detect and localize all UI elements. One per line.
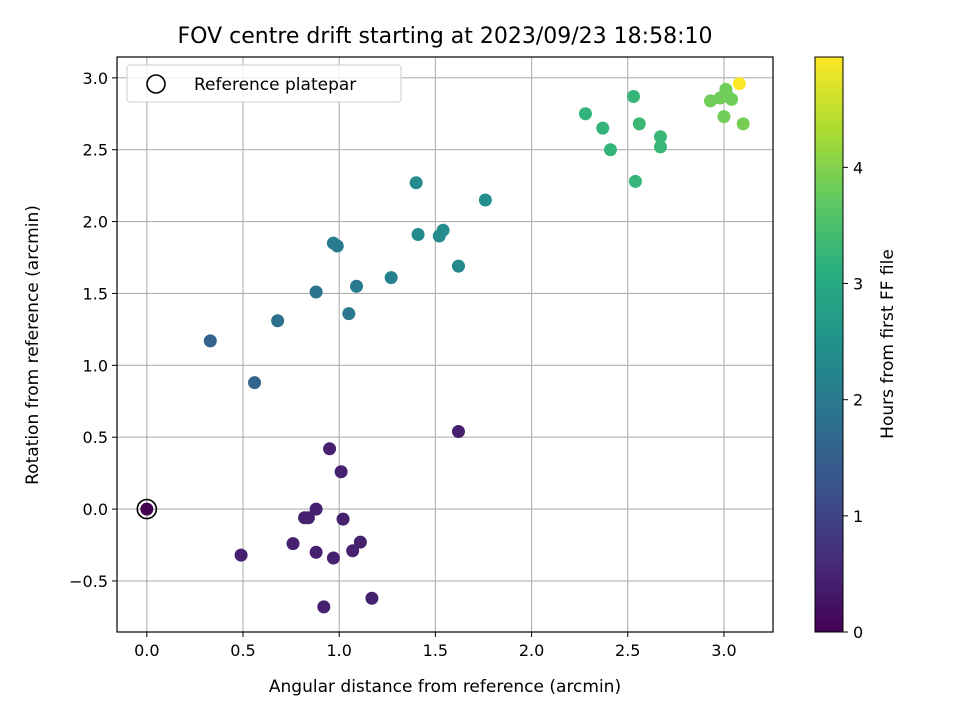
data-point <box>317 600 331 614</box>
x-axis-ticks: 0.0 0.5 1.0 1.5 2.0 2.5 3.0 <box>134 632 737 660</box>
data-point <box>653 130 667 144</box>
data-point <box>411 228 425 242</box>
y-tick-label: 2.5 <box>83 141 108 160</box>
colorbar-ticks: 0 1 2 3 4 <box>843 158 863 642</box>
x-tick-label: 0.0 <box>134 641 159 660</box>
data-point <box>309 502 323 516</box>
data-point <box>451 259 465 273</box>
colorbar-tick-label: 2 <box>853 391 863 410</box>
data-point <box>330 239 344 253</box>
data-point <box>203 334 217 348</box>
data-point <box>628 174 642 188</box>
legend: Reference platepar <box>126 64 402 103</box>
data-point <box>140 502 154 516</box>
data-point <box>248 376 262 390</box>
legend-box <box>126 64 402 103</box>
data-point <box>736 117 750 131</box>
y-tick-label: 2.0 <box>83 213 108 232</box>
y-tick-label: 0.5 <box>83 428 108 447</box>
data-point <box>342 307 356 321</box>
data-point <box>603 143 617 157</box>
data-point <box>578 107 592 121</box>
data-point <box>326 551 340 565</box>
data-point <box>301 511 315 525</box>
data-point <box>478 193 492 207</box>
y-tick-label: 3.0 <box>83 69 108 88</box>
y-axis-label: Rotation from reference (arcmin) <box>23 205 43 485</box>
x-tick-label: 1.0 <box>326 641 351 660</box>
data-point <box>384 271 398 285</box>
data-point <box>627 90 641 104</box>
data-point <box>271 314 285 328</box>
x-tick-label: 0.5 <box>230 641 255 660</box>
data-point <box>409 176 423 190</box>
data-point <box>323 442 337 456</box>
plot-frame <box>116 56 774 633</box>
data-point <box>596 121 610 135</box>
data-point <box>353 535 367 549</box>
data-point <box>309 545 323 559</box>
data-points <box>136 77 750 614</box>
data-point <box>632 117 646 131</box>
x-tick-label: 1.5 <box>423 641 448 660</box>
colorbar-tick-label: 4 <box>853 158 863 177</box>
y-tick-label: −0.5 <box>69 572 108 591</box>
colorbar: 0 1 2 3 4 Hours from first FF file <box>814 56 898 642</box>
data-point <box>346 544 360 558</box>
data-point <box>451 424 465 438</box>
colorbar-tick-label: 0 <box>853 623 863 642</box>
x-tick-label: 2.0 <box>519 641 544 660</box>
colorbar-tick-label: 3 <box>853 275 863 294</box>
y-axis-ticks: −0.5 0.0 0.5 1.0 1.5 2.0 2.5 3.0 <box>69 69 117 591</box>
data-point <box>717 110 731 124</box>
data-point <box>334 465 348 479</box>
data-point <box>732 77 746 91</box>
x-tick-label: 2.5 <box>615 641 640 660</box>
chart-title: FOV centre drift starting at 2023/09/23 … <box>178 24 713 49</box>
data-point <box>286 537 300 551</box>
x-axis-label: Angular distance from reference (arcmin) <box>269 677 621 697</box>
legend-entry-reference-platepar: Reference platepar <box>194 75 356 95</box>
x-tick-label: 3.0 <box>711 641 736 660</box>
reference-marker <box>136 498 158 520</box>
data-point <box>350 279 364 293</box>
colorbar-tick-label: 1 <box>853 507 863 526</box>
y-tick-label: 0.0 <box>83 500 108 519</box>
data-point <box>365 591 379 605</box>
data-point <box>234 548 248 562</box>
legend-marker <box>146 74 166 94</box>
data-point <box>309 285 323 299</box>
data-point <box>436 223 450 237</box>
colorbar-gradient <box>814 56 844 633</box>
data-point <box>653 140 667 154</box>
colorbar-label: Hours from first FF file <box>878 249 898 439</box>
data-point <box>336 512 350 526</box>
y-tick-label: 1.5 <box>83 284 108 303</box>
y-tick-label: 1.0 <box>83 356 108 375</box>
data-point <box>725 92 739 106</box>
